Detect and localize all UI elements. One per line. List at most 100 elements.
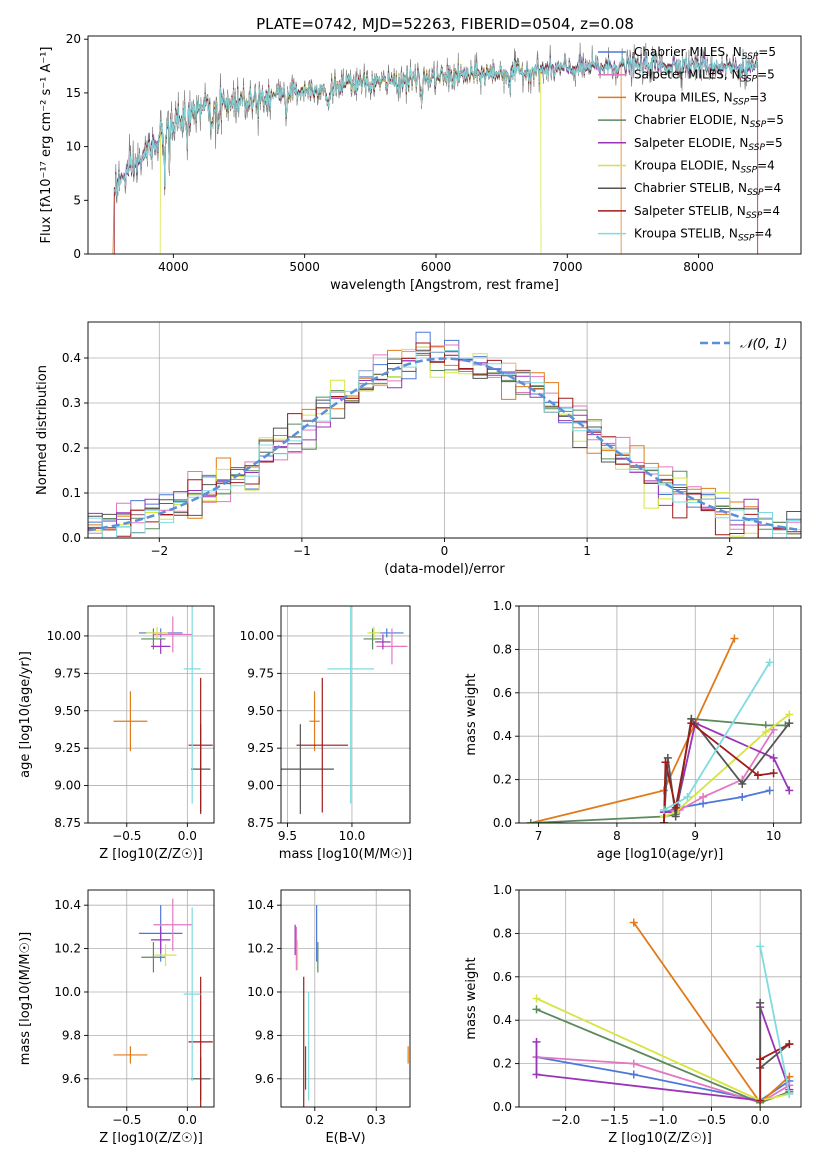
weight-point-salpeter-miles bbox=[699, 792, 708, 801]
weight-point-chabrier-elodie bbox=[532, 1005, 541, 1014]
y-tick-label: 10.4 bbox=[247, 898, 274, 912]
plot-area-mass-vs-Z bbox=[113, 898, 213, 1107]
y-tick-label: 0.4 bbox=[493, 729, 512, 743]
x-tick-label: 0.0 bbox=[751, 1113, 770, 1127]
x-tick-label: −1.5 bbox=[600, 1113, 629, 1127]
errorbar-kroupa-elodie bbox=[154, 944, 177, 966]
weight-point-kroupa-miles bbox=[629, 918, 638, 927]
x-tick-label: 4000 bbox=[158, 260, 189, 274]
weight-point-salpeter-stelib bbox=[659, 819, 668, 823]
weight-point-salpeter-stelib bbox=[785, 1040, 794, 1049]
weight-line-salpeter-miles bbox=[536, 1056, 790, 1104]
errorbar-salpeter-elodie bbox=[375, 634, 391, 650]
errorbar-kroupa-miles bbox=[113, 1046, 148, 1064]
weight-point-chabrier-stelib bbox=[785, 719, 794, 728]
x-tick-label: 7 bbox=[535, 829, 543, 843]
y-tick-label: 0.2 bbox=[493, 1057, 512, 1071]
plot-area-age-vs-mass bbox=[281, 606, 408, 815]
weight-point-chabrier-elodie bbox=[526, 819, 535, 823]
weight-point-chabrier-miles bbox=[629, 1070, 638, 1079]
y-tick-label: 9.50 bbox=[247, 704, 274, 718]
x-tick-label: 2 bbox=[726, 544, 734, 558]
y-tick-label: 9.75 bbox=[54, 666, 81, 680]
x-axis-label: E(B-V) bbox=[325, 1131, 365, 1146]
y-axis-label: age [log10(age/yr)] bbox=[18, 651, 33, 778]
x-axis-label: mass [log10(M/M☉)] bbox=[279, 847, 412, 862]
x-axis-label: Z [log10(Z/Z☉)] bbox=[99, 1131, 203, 1146]
x-tick-label: 8 bbox=[613, 829, 621, 843]
weight-point-kroupa-elodie bbox=[532, 994, 541, 1003]
errorbar-kroupa-stelib bbox=[183, 907, 201, 1081]
x-tick-label: 0.0 bbox=[178, 1113, 197, 1127]
y-tick-label: 15 bbox=[66, 86, 81, 100]
y-tick-label: 0.3 bbox=[62, 396, 81, 410]
axes-age-vs-mass: 9.5 10.0 8.75 9.00 9.25 9.50 9.75 10.00 mass [lo… bbox=[240, 605, 412, 862]
y-tick-label: 20 bbox=[66, 32, 81, 46]
y-tick-label: 9.8 bbox=[255, 1028, 274, 1042]
weight-line-salpeter-miles bbox=[663, 729, 775, 813]
weight-point-salpeter-stelib bbox=[769, 769, 778, 778]
axis-frame bbox=[280, 605, 411, 824]
x-axis-label: wavelength [Angstrom, rest frame] bbox=[330, 278, 559, 293]
y-tick-label: 10.2 bbox=[247, 942, 274, 956]
x-tick-label: 9.5 bbox=[278, 829, 297, 843]
weight-point-salpeter-elodie bbox=[532, 1037, 541, 1046]
y-axis-label: Normed distribution bbox=[35, 365, 50, 495]
y-tick-label: 1.0 bbox=[493, 599, 512, 613]
y-tick-label: 5 bbox=[73, 193, 81, 207]
axes-weight-vs-Z: −2.0 −1.5 −1.0 −0.5 0.0 0.0 0.2 0.4 0.6 0.8 1.0 Z [… bbox=[464, 883, 802, 1146]
y-tick-label: 0.0 bbox=[493, 816, 512, 830]
axes-weight-vs-age: 7 8 9 10 0.0 0.2 0.4 0.6 0.8 1.0 age [log10(age/yr… bbox=[464, 599, 802, 862]
x-tick-label: 0.0 bbox=[178, 829, 197, 843]
y-tick-label: 10.00 bbox=[240, 629, 274, 643]
weight-point-chabrier-miles bbox=[738, 792, 747, 801]
x-tick-label: 9 bbox=[691, 829, 699, 843]
axes-mass-vs-Z: −0.5 0.0 9.6 9.8 10.0 10.2 10.4 Z [log10(Z/Z☉)]… bbox=[18, 889, 215, 1146]
y-tick-label: 8.75 bbox=[247, 816, 274, 830]
legend-label-salpeter-elodie: Salpeter ELODIE, NSSP=5 bbox=[634, 136, 783, 153]
weight-line-kroupa-elodie bbox=[663, 713, 790, 818]
weight-point-salpeter-elodie bbox=[769, 753, 778, 762]
axis-frame bbox=[87, 35, 802, 255]
errorbar-salpeter-miles bbox=[153, 616, 193, 653]
x-tick-label: 10 bbox=[766, 829, 781, 843]
y-axis-label: mass weight bbox=[464, 673, 479, 755]
y-tick-label: 0.0 bbox=[62, 531, 81, 545]
y-tick-label: 10.0 bbox=[247, 985, 274, 999]
histogram-kroupa-stelib bbox=[88, 350, 801, 538]
y-tick-label: 0.8 bbox=[493, 926, 512, 940]
x-tick-label: 0.2 bbox=[305, 1113, 324, 1127]
weight-point-salpeter-stelib bbox=[756, 1096, 765, 1105]
normal-curve bbox=[88, 357, 801, 532]
x-axis-label: Z [log10(Z/Z☉)] bbox=[608, 1131, 712, 1146]
weight-point-salpeter-stelib bbox=[753, 771, 762, 780]
x-tick-label: −1.0 bbox=[648, 1113, 677, 1127]
y-tick-label: 9.25 bbox=[247, 741, 274, 755]
y-axis-label: mass weight bbox=[464, 957, 479, 1039]
weight-point-salpeter-stelib bbox=[756, 1055, 765, 1064]
y-tick-label: 0.2 bbox=[493, 773, 512, 787]
x-tick-label: 10.0 bbox=[339, 829, 366, 843]
y-tick-label: 0.8 bbox=[493, 642, 512, 656]
errorbar-salpeter-miles bbox=[153, 898, 193, 951]
weight-point-kroupa-miles bbox=[730, 634, 739, 643]
x-tick-label: 7000 bbox=[552, 260, 583, 274]
y-tick-label: 1.0 bbox=[493, 883, 512, 897]
weight-point-chabrier-stelib bbox=[738, 779, 747, 788]
y-tick-label: 0.6 bbox=[493, 970, 512, 984]
weight-point-kroupa-stelib bbox=[765, 658, 774, 667]
y-tick-label: 0.1 bbox=[62, 486, 81, 500]
axis-frame bbox=[87, 605, 215, 824]
plot-area-age-vs-Z bbox=[113, 606, 213, 815]
axis-frame bbox=[87, 889, 215, 1108]
y-tick-label: 9.75 bbox=[247, 666, 274, 680]
y-tick-label: 10.0 bbox=[54, 985, 81, 999]
y-tick-label: 10.2 bbox=[54, 942, 81, 956]
weight-point-kroupa-elodie bbox=[761, 727, 770, 736]
x-tick-label: −1 bbox=[293, 544, 311, 558]
weight-point-chabrier-stelib bbox=[663, 753, 672, 762]
weight-point-kroupa-stelib bbox=[659, 805, 668, 814]
weight-point-kroupa-stelib bbox=[756, 942, 765, 951]
plot-area-weight-vs-age bbox=[526, 634, 794, 823]
errorbar-kroupa-stelib bbox=[183, 606, 201, 804]
